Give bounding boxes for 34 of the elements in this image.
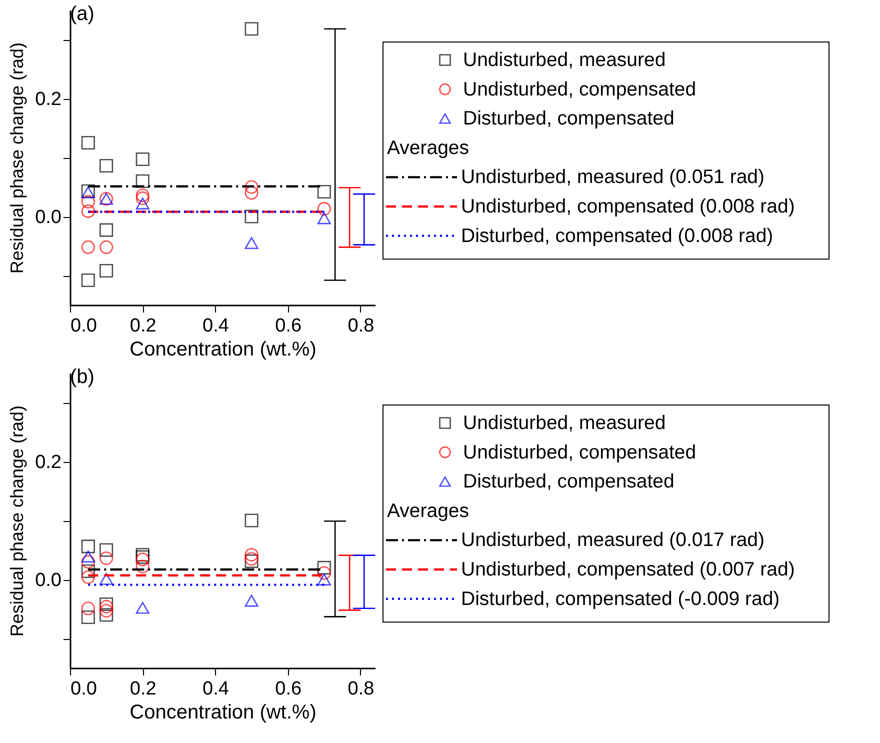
x-tick-label: 0.8 [348, 678, 374, 700]
text: Averages [387, 500, 470, 522]
x-axis-title: Concentration (wt.%) [130, 338, 316, 360]
y-tick-label: 0.2 [35, 452, 62, 473]
x-tick-label: 0.2 [130, 678, 156, 700]
legend-label: Disturbed, compensated (0.008 rad) [461, 224, 774, 247]
x-tick-label: 0.0 [70, 316, 97, 336]
x-tick-label: 0.4 [202, 678, 230, 700]
x-axis-title: Concentration (wt.%) [130, 702, 316, 724]
x-tick-label: 0.4 [202, 316, 230, 336]
legend-label: Undisturbed, measured [463, 49, 666, 71]
x-tick-label: 0.6 [275, 316, 302, 336]
legend-label: Undisturbed, compensated (0.008 rad) [461, 196, 795, 218]
x-tick-label: 0.6 [275, 678, 302, 700]
chart-title: (a) [70, 3, 94, 25]
y-tick-label: 0.0 [35, 570, 62, 591]
chart-title: (b) [70, 366, 94, 388]
y-tick-label: 0.2 [35, 89, 62, 110]
legend-label: Disturbed, compensated (-0.009 rad) [461, 588, 780, 610]
y-axis-title: Residual phase change (rad) [7, 405, 28, 637]
legend-label: Undisturbed, compensated (0.007 rad) [461, 558, 795, 580]
text: Averages [387, 136, 470, 159]
legend-label: Undisturbed, measured [463, 412, 666, 434]
legend-label: Undisturbed, compensated [463, 78, 696, 100]
legend-label: Undisturbed, measured (0.017 rad) [461, 529, 764, 552]
x-tick-label: 0.0 [70, 678, 97, 700]
legend-label: Undisturbed, compensated [463, 441, 696, 464]
legend-label: Disturbed, compensated [463, 470, 674, 493]
y-tick-label: 0.0 [35, 207, 62, 228]
legend-label: Undisturbed, measured (0.051 rad) [461, 166, 764, 188]
x-tick-label: 0.8 [348, 316, 374, 336]
x-tick-label: 0.2 [130, 316, 156, 336]
legend-label: Disturbed, compensated [463, 108, 674, 130]
y-axis-title: Residual phase change (rad) [7, 42, 28, 274]
